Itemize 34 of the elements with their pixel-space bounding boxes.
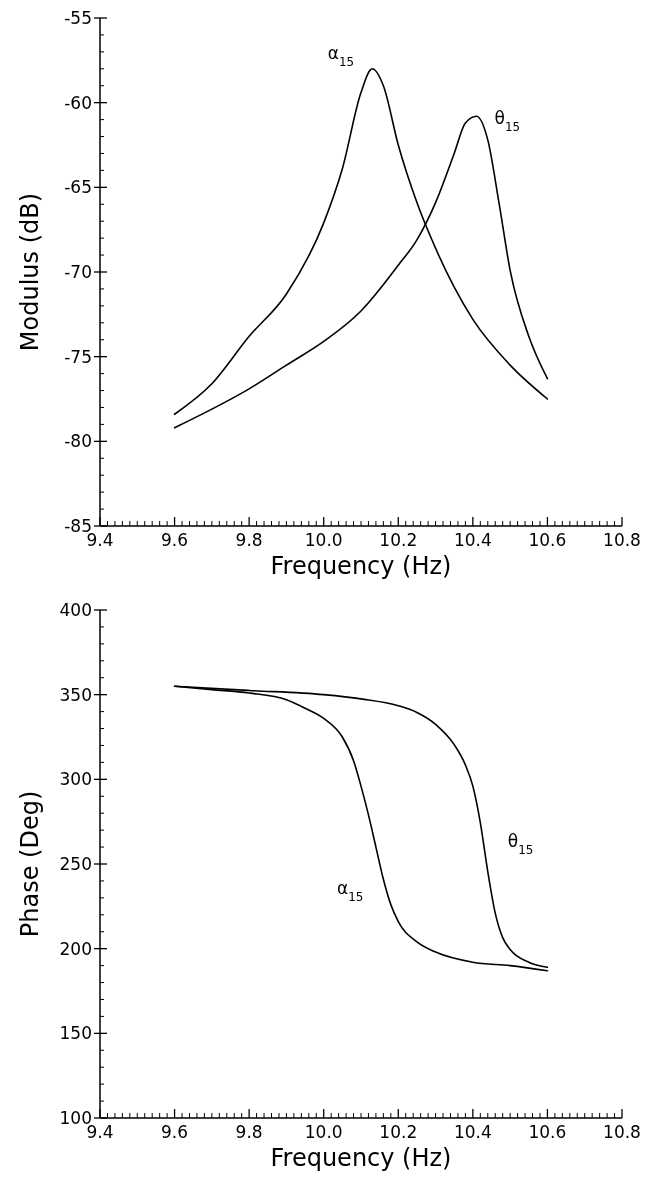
series-label: θ$_{15}$ (507, 830, 534, 857)
x-tick-label: 10.6 (528, 1122, 567, 1142)
x-tick-label: 10.2 (379, 1122, 418, 1142)
x-tick-label: 9.6 (161, 530, 189, 550)
y-tick-label: 150 (59, 1023, 92, 1044)
x-tick-label: 10.6 (528, 530, 567, 550)
y-tick-label: 250 (59, 853, 92, 874)
x-tick-label: 9.6 (161, 1122, 189, 1142)
y-tick-label: 350 (59, 684, 92, 705)
x-tick-label: 10.0 (304, 530, 343, 550)
x-tick-label: 10.8 (603, 530, 641, 550)
y-axis-title: Phase (Deg) (16, 790, 44, 938)
x-tick-label: 10.2 (379, 530, 418, 550)
x-tick-label: 10.0 (304, 1122, 343, 1142)
y-tick-label: 300 (59, 769, 92, 790)
y-tick-label: 200 (59, 938, 92, 959)
y-tick-label: 400 (59, 599, 92, 620)
y-tick-label: -70 (64, 261, 92, 282)
y-tick-label: -65 (64, 177, 92, 198)
x-tick-label: 9.8 (235, 530, 263, 550)
y-tick-label: -80 (64, 431, 92, 452)
series-label: θ$_{15}$ (494, 108, 521, 135)
y-tick-label: -75 (64, 346, 92, 367)
y-axis-title: Modulus (dB) (16, 192, 44, 352)
x-tick-label: 9.8 (235, 1122, 263, 1142)
y-tick-label: -60 (64, 92, 92, 113)
series-label: α$_{15}$ (337, 878, 364, 905)
x-axis-title: Frequency (Hz) (270, 1144, 452, 1172)
y-tick-label: -55 (64, 7, 92, 28)
x-tick-label: 10.8 (603, 1122, 641, 1142)
x-axis-title: Frequency (Hz) (270, 552, 452, 580)
series-label: α$_{15}$ (327, 42, 355, 69)
x-tick-label: 10.4 (453, 1122, 492, 1142)
x-tick-label: 10.4 (453, 530, 492, 550)
